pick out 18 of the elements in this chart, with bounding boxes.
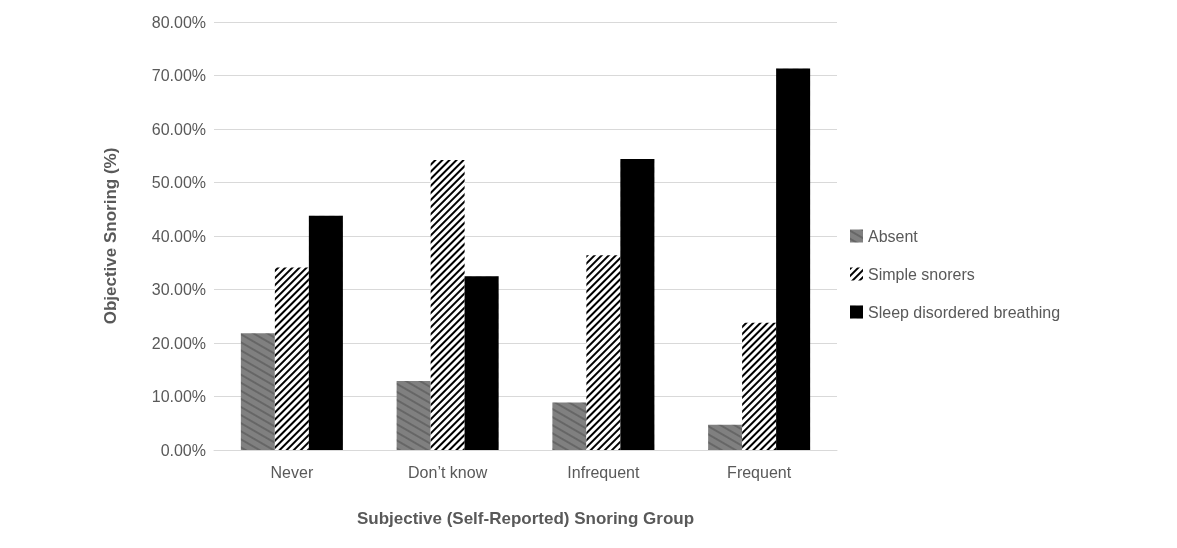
x-axis-title: Subjective (Self-Reported) Snoring Group xyxy=(356,509,695,528)
y-tick-label: 50.00% xyxy=(151,174,206,191)
y-tick-label: 0.00% xyxy=(160,441,206,459)
x-tick-label: Infrequent xyxy=(567,463,640,481)
y-axis-title: Objective Snoring (%) xyxy=(101,147,120,325)
y-tick-label: 70.00% xyxy=(151,67,206,84)
y-tick-label: 20.00% xyxy=(151,334,206,352)
legend-label: Simple snorers xyxy=(868,265,975,283)
x-tick-label: Frequent xyxy=(727,463,792,481)
x-tick-label: Never xyxy=(270,463,314,481)
x-tick-label: Don’t know xyxy=(408,463,488,481)
y-tick-label: 40.00% xyxy=(151,227,206,245)
y-tick-label: 30.00% xyxy=(151,281,206,298)
y-tick-label: 80.00% xyxy=(151,13,206,31)
y-tick-label: 60.00% xyxy=(151,120,206,138)
legend-label: Sleep disordered breathing xyxy=(868,303,1061,321)
legend-label: Absent xyxy=(868,227,919,245)
y-tick-label: 10.00% xyxy=(151,388,206,405)
